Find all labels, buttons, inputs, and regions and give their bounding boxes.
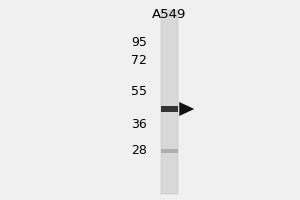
Text: 55: 55 (131, 85, 147, 98)
Text: 28: 28 (131, 144, 147, 158)
Text: 36: 36 (131, 118, 147, 132)
Bar (161, 10, 178, 194)
Text: A549: A549 (152, 8, 187, 21)
Polygon shape (179, 102, 194, 116)
Text: 95: 95 (131, 36, 147, 49)
Text: 72: 72 (131, 54, 147, 68)
